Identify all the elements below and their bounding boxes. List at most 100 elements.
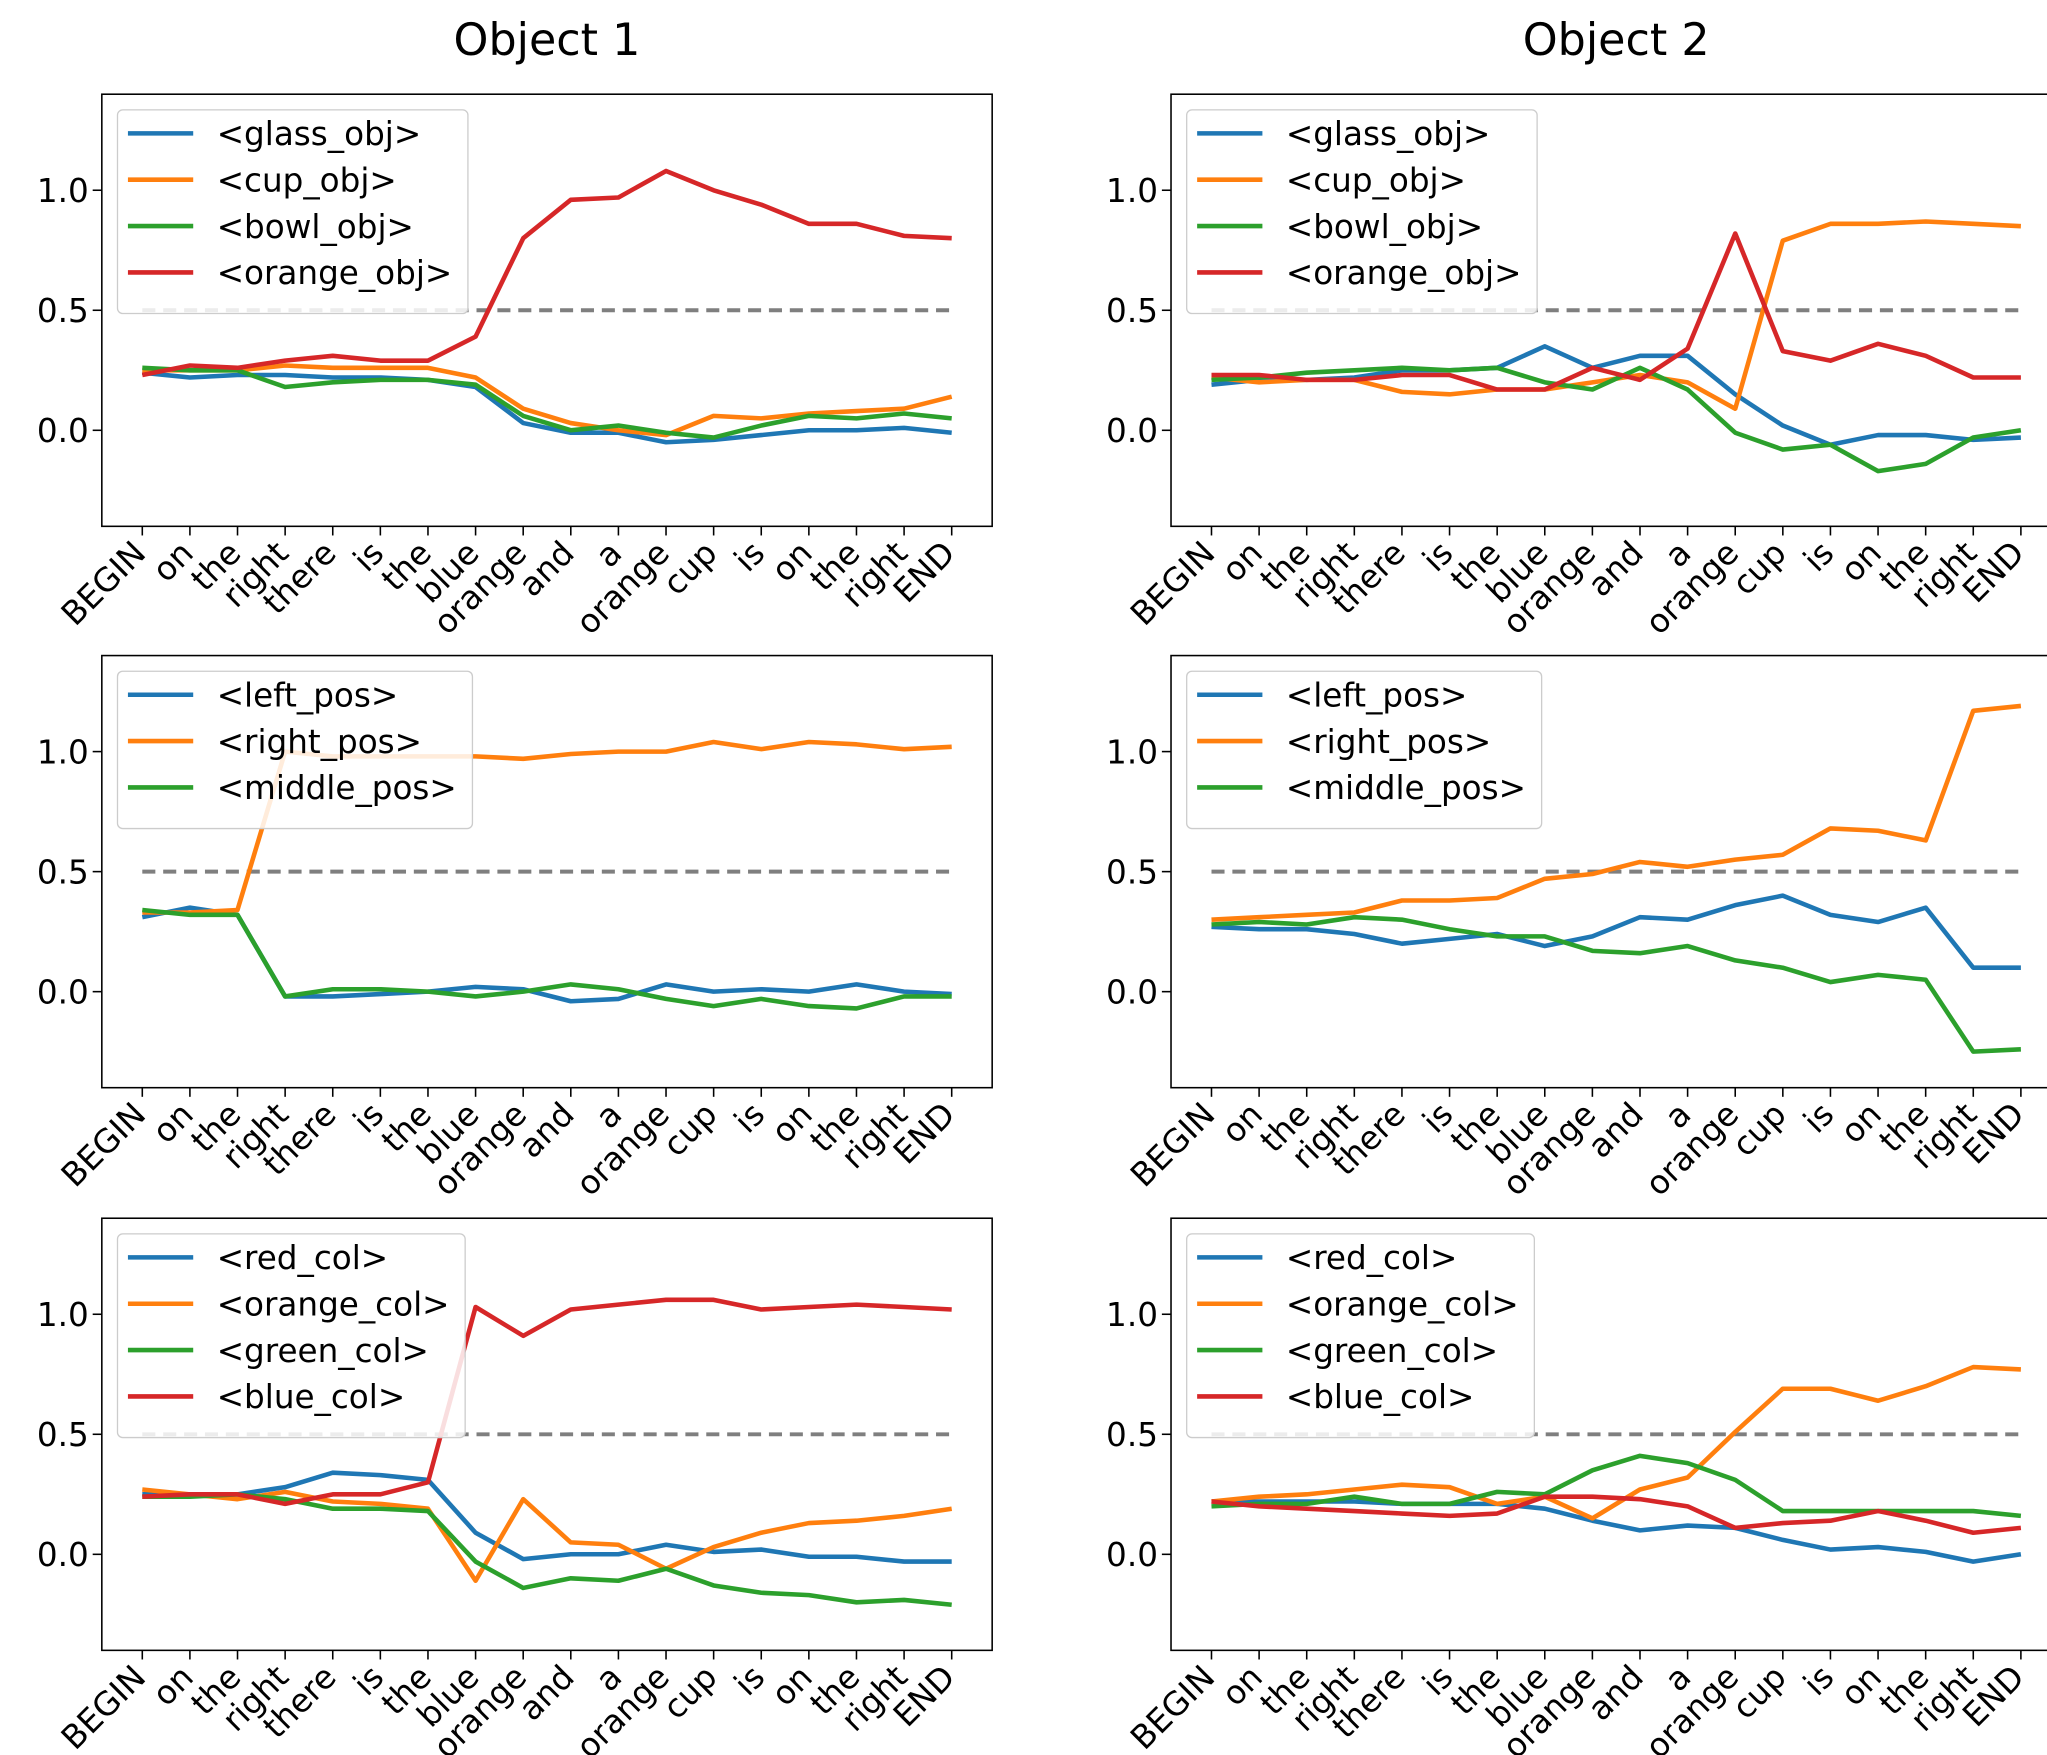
x-tick-label: cup xyxy=(1725,1095,1794,1164)
y-tick-label: 0.0 xyxy=(37,973,89,1011)
y-tick-label: 0.5 xyxy=(37,1416,89,1454)
series-line xyxy=(142,907,952,1011)
axes-frame xyxy=(1170,1217,2047,1652)
series-line xyxy=(142,1470,952,1564)
x-tick-label: BEGIN xyxy=(1123,534,1222,633)
y-tick-label: 0.0 xyxy=(1106,1536,1158,1574)
x-tick-label: is xyxy=(1796,534,1841,579)
axes-frame xyxy=(1170,93,2047,528)
legend: <glass_obj> <cup_obj> <bowl_obj> <orange_ob… xyxy=(1186,109,1538,315)
y-tick-label: 0.0 xyxy=(37,412,89,450)
axes-frame xyxy=(101,1217,993,1652)
legend-label: <glass_obj> xyxy=(1286,115,1490,153)
legend-label: <middle_pos> xyxy=(217,769,457,807)
legend-label: <green_col> xyxy=(217,1332,429,1370)
series-line xyxy=(142,1297,952,1507)
legend: <left_pos> <right_pos> <middle_pos> xyxy=(116,670,474,830)
x-tick-label: BEGIN xyxy=(1123,1658,1222,1755)
x-tick-label: cup xyxy=(656,1658,725,1727)
legend-label: <middle_pos> xyxy=(1286,769,1526,807)
series-line xyxy=(1211,1494,2022,1536)
x-tick-label: and xyxy=(511,534,581,604)
series-line xyxy=(142,1492,952,1608)
legend-box xyxy=(1186,109,1538,315)
legend-label: <right_pos> xyxy=(217,723,422,761)
series-line xyxy=(141,168,952,378)
legend-label: <cup_obj> xyxy=(1286,161,1466,199)
legend-label: <green_col> xyxy=(1286,1332,1498,1370)
y-tick-label: 1.0 xyxy=(1106,733,1158,771)
x-tick-label: cup xyxy=(656,534,725,603)
series-line xyxy=(1211,344,2022,448)
x-tick-label: orange xyxy=(569,534,677,642)
series-line xyxy=(1211,365,2022,474)
x-tick-label: and xyxy=(1581,1658,1651,1728)
x-tick-label: is xyxy=(1796,1658,1841,1703)
legend-label: <orange_obj> xyxy=(217,254,453,292)
series-line xyxy=(142,363,953,438)
x-tick-label: is xyxy=(727,1095,772,1140)
legend-box xyxy=(1186,670,1543,830)
x-tick-label: is xyxy=(727,534,772,579)
y-tick-label: 0.0 xyxy=(1106,973,1158,1011)
x-tick-label: BEGIN xyxy=(1123,1095,1222,1194)
x-tick-label: orange xyxy=(1638,1095,1746,1203)
series-line xyxy=(1211,914,2022,1054)
legend: <red_col> <orange_col> <green_col> <blue_co… xyxy=(116,1233,466,1439)
x-tick-label: and xyxy=(511,1095,581,1165)
legend-label: <red_col> xyxy=(217,1239,388,1277)
legend-box xyxy=(116,109,469,315)
legend: <left_pos> <right_pos> <middle_pos> xyxy=(1186,670,1543,830)
series-line xyxy=(142,365,952,440)
legend-box xyxy=(116,1233,466,1439)
legend-label: <bowl_obj> xyxy=(1286,208,1483,246)
legend-label: <cup_obj> xyxy=(217,161,397,199)
y-tick-label: 1.0 xyxy=(37,733,89,771)
x-tick-label: BEGIN xyxy=(54,534,153,633)
y-tick-label: 0.5 xyxy=(1106,1416,1158,1454)
y-tick-label: 1.0 xyxy=(37,1296,89,1334)
legend-label: <orange_col> xyxy=(217,1285,450,1323)
x-tick-label: orange xyxy=(569,1095,677,1203)
legend-label: <red_col> xyxy=(1286,1239,1457,1277)
series-line xyxy=(1211,1453,2022,1519)
legend-box xyxy=(116,670,474,830)
series-line xyxy=(1211,893,2021,970)
legend: <red_col> <orange_col> <green_col> <blue_co… xyxy=(1186,1233,1536,1439)
x-tick-label: BEGIN xyxy=(54,1095,153,1194)
legend-label: <glass_obj> xyxy=(217,115,421,153)
series-line xyxy=(142,370,952,445)
legend-box xyxy=(1186,1233,1536,1439)
y-tick-label: 1.0 xyxy=(37,172,89,210)
legend-label: <orange_obj> xyxy=(1286,254,1522,292)
series-line xyxy=(1211,1499,2022,1564)
y-tick-label: 0.5 xyxy=(37,853,89,891)
legend-label: <bowl_obj> xyxy=(217,208,414,246)
x-tick-label: cup xyxy=(1725,1658,1794,1727)
series-line xyxy=(1211,231,2021,392)
series-line xyxy=(142,1487,953,1584)
x-tick-label: is xyxy=(727,1658,772,1703)
y-tick-label: 0.5 xyxy=(37,292,89,330)
x-tick-label: and xyxy=(511,1658,581,1728)
series-line xyxy=(1211,703,2022,922)
legend-label: <left_pos> xyxy=(217,676,399,714)
chart-title: Object 1 xyxy=(454,15,641,66)
legend-label: <blue_col> xyxy=(1286,1378,1474,1416)
y-tick-label: 1.0 xyxy=(1106,172,1158,210)
y-tick-label: 0.0 xyxy=(37,1536,89,1574)
y-tick-label: 0.5 xyxy=(1106,292,1158,330)
y-tick-label: 0.5 xyxy=(1106,853,1158,891)
legend-label: <orange_col> xyxy=(1286,1285,1519,1323)
legend: <glass_obj> <cup_obj> <bowl_obj> <orange_ob… xyxy=(116,109,469,315)
axes-frame xyxy=(1170,654,2047,1089)
y-tick-label: 0.0 xyxy=(1106,412,1158,450)
axes-frame xyxy=(101,93,993,528)
legend-label: <right_pos> xyxy=(1286,723,1491,761)
